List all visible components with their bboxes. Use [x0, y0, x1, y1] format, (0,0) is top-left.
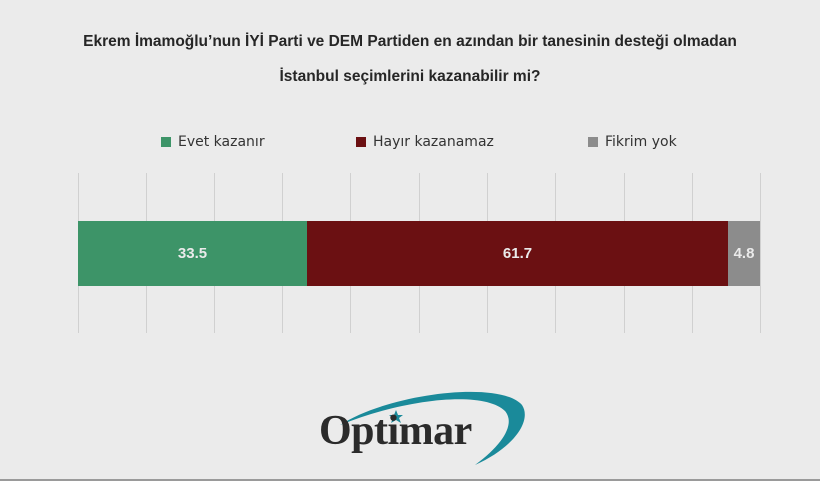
gridline [760, 173, 761, 333]
chart-title-line2: İstanbul seçimlerini kazanabilir mi? [279, 68, 541, 85]
legend-swatch-icon [588, 137, 598, 147]
bar-segment-hayir: 61.7 [307, 221, 728, 286]
logo-text: Optimar [319, 408, 472, 454]
data-label: 61.7 [502, 245, 533, 262]
bottom-border [0, 479, 820, 481]
data-label: 4.8 [733, 245, 755, 262]
data-label: 33.5 [177, 245, 208, 262]
optimar-logo: Optimar [300, 385, 540, 477]
logo-swoosh-icon [340, 391, 525, 465]
legend-label: Fikrim yok [605, 134, 677, 150]
bar-segment-fikrim-yok: 4.8 [728, 221, 760, 286]
legend-item-fikrim-yok: Fikrim yok [588, 133, 677, 151]
bar-segment-evet: 33.5 [78, 221, 307, 286]
legend-item-evet: Evet kazanır [161, 133, 265, 151]
chart-title-line1: Ekrem İmamoğlu’nun İYİ Parti ve DEM Part… [83, 33, 737, 50]
legend-item-hayir: Hayır kazanamaz [356, 133, 494, 151]
legend-swatch-icon [161, 137, 171, 147]
legend-label: Evet kazanır [178, 134, 265, 150]
legend-swatch-icon [356, 137, 366, 147]
legend-label: Hayır kazanamaz [373, 134, 494, 150]
